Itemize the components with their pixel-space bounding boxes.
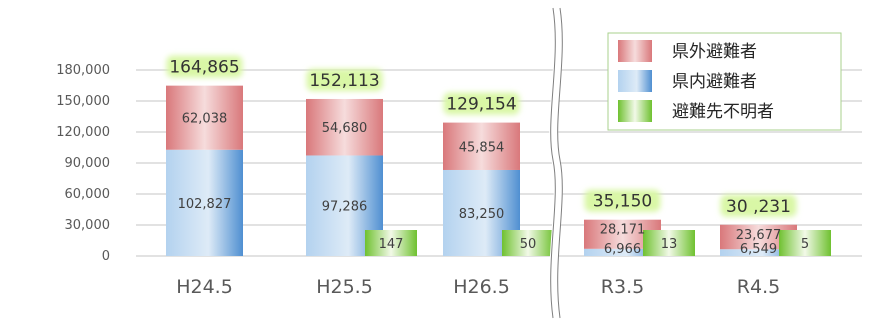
total-label: 30 ,231 (726, 197, 791, 217)
legend-label-unknown: 避難先不明者 (672, 102, 774, 122)
legend-label-inside: 県内避難者 (672, 72, 757, 92)
bar-unknown (643, 230, 695, 256)
axis-break-marker (549, 7, 563, 319)
total-glow (584, 189, 661, 212)
total-label: 152,113 (309, 71, 379, 91)
y-tick-label: 30,000 (65, 218, 111, 233)
data-label-unknown: 147 (379, 237, 404, 252)
bar-unknown (502, 230, 554, 256)
data-label-outside: 62,038 (182, 112, 228, 127)
data-label-outside: 54,680 (322, 121, 368, 136)
bar-outside (443, 122, 520, 170)
x-category-label: H25.5 (316, 276, 373, 298)
data-label-inside: 6,966 (604, 242, 641, 257)
data-label-inside: 83,250 (459, 207, 505, 222)
data-label-inside: 102,827 (178, 197, 232, 212)
legend: 県外避難者 県内避難者 避難先不明者 (607, 32, 842, 131)
y-tick-label: 150,000 (56, 94, 110, 109)
x-category-label: H26.5 (453, 276, 510, 298)
data-label-outside: 45,854 (459, 140, 505, 155)
bar-outside (306, 98, 383, 156)
total-glow (443, 92, 520, 115)
y-tick-label: 90,000 (65, 156, 111, 171)
data-label-inside: 6,549 (740, 242, 777, 257)
total-glow (720, 194, 797, 217)
bar-unknown (779, 230, 831, 256)
x-axis-categories: H24.5 H25.5 H26.5 R3.5 R4.5 (176, 276, 780, 298)
total-glow (166, 55, 243, 78)
total-label: 164,865 (169, 58, 239, 78)
y-tick-label: 0 (102, 249, 110, 264)
bars (166, 85, 831, 256)
x-category-label: R3.5 (601, 276, 644, 298)
x-category-label: H24.5 (176, 276, 233, 298)
bar-inside (584, 248, 661, 256)
y-tick-label: 180,000 (56, 63, 110, 78)
bar-inside (720, 249, 797, 256)
data-label-unknown: 50 (520, 237, 537, 252)
total-glow (306, 68, 383, 91)
data-label-outside: 28,171 (600, 223, 646, 238)
y-axis-ticks: 0 30,000 60,000 90,000 120,000 150,000 180,000 (56, 63, 110, 264)
y-tick-label: 60,000 (65, 187, 111, 202)
x-category-label: R4.5 (737, 276, 780, 298)
data-labels: 62,038 102,827 147 54,680 97,286 50 45,854 83,2… (178, 112, 810, 258)
bar-outside (166, 85, 243, 150)
data-label-unknown: 5 (801, 237, 809, 252)
total-labels: 164,865 152,113 129,154 35,150 30 ,231 (166, 55, 797, 217)
data-label-outside: 23,677 (736, 228, 782, 243)
data-label-unknown: 13 (661, 237, 678, 252)
total-label: 129,154 (446, 95, 516, 115)
legend-swatch-unknown (618, 100, 652, 122)
y-tick-label: 120,000 (56, 125, 110, 140)
legend-swatch-outside (618, 40, 652, 62)
legend-swatch-inside (618, 70, 652, 92)
bar-inside (166, 149, 243, 256)
total-label: 35,150 (593, 192, 652, 212)
data-label-inside: 97,286 (322, 200, 368, 215)
bar-unknown (365, 230, 417, 256)
legend-label-outside: 県外避難者 (672, 42, 757, 62)
